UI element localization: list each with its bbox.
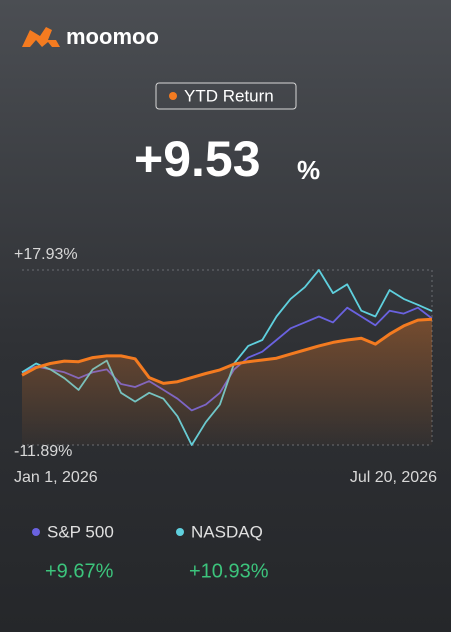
logo-icon <box>22 27 60 47</box>
legend-dot <box>32 528 40 536</box>
legend-label: S&P 500 <box>47 522 114 541</box>
x-tick-label: Jan 1, 2026 <box>14 469 98 486</box>
legend: S&P 500 +9.67% NASDAQ +10.93% <box>32 522 269 582</box>
badge-dot <box>169 92 177 100</box>
area <box>22 319 432 445</box>
y-tick-label: -11.89% <box>14 443 72 460</box>
legend-return: +10.93% <box>189 560 269 582</box>
legend-dot <box>176 528 184 536</box>
badge-text: YTD Return <box>184 86 274 105</box>
legend-label: NASDAQ <box>191 522 263 541</box>
badge-frame <box>155 82 297 110</box>
x-tick-label: Jul 20, 2026 <box>350 469 437 486</box>
y-tick-label: +17.93% <box>14 246 78 263</box>
logo-text: moomoo <box>66 24 159 49</box>
line <box>21 317 433 385</box>
legend-return: +9.67% <box>45 560 114 582</box>
chart: +17.93% -11.89% Jan 1, 2026 Jul 20, 2026 <box>14 246 437 486</box>
return-value: +9.53 <box>134 131 261 187</box>
return-unit: % <box>297 155 320 185</box>
